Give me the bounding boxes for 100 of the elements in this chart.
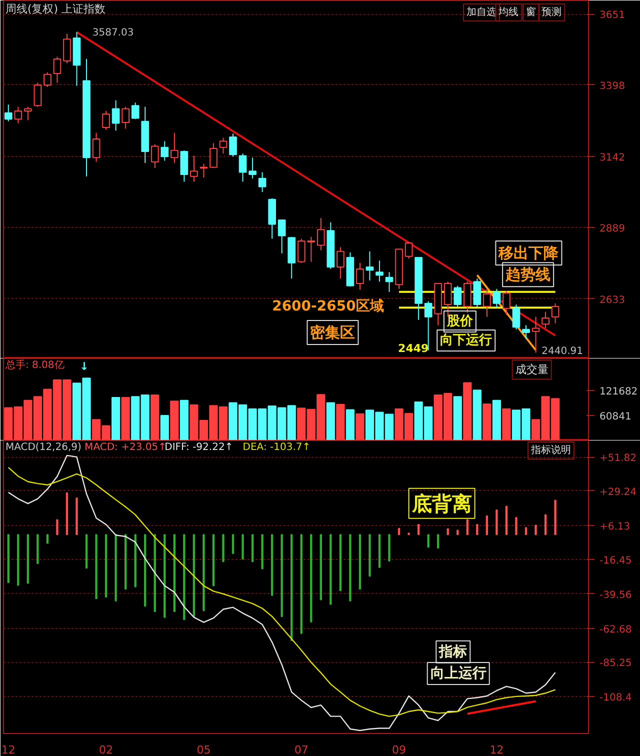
annotation: 向下运行 [440,332,492,348]
x-tick-label: 02 [99,744,114,756]
annotation: DEA: -103.7↑ [242,442,311,453]
annotation: 移出下降 [498,244,560,262]
candlestick [492,288,501,308]
annotation: 2600-2650区域 [272,298,384,314]
candlestick [210,142,218,169]
annotation: 2440.91 [542,346,583,358]
candlestick [131,102,140,120]
annotation: 股价 [446,314,474,329]
candlestick [532,316,540,354]
candlestick [180,150,188,182]
y-tick-label: -62.68 [600,624,632,636]
bar [112,396,120,440]
bar [356,413,364,440]
bar [326,402,335,440]
x-tick-label: 07 [294,744,308,756]
candlestick [238,152,247,182]
annotation: 指标 [438,644,468,660]
candlestick [219,137,228,154]
candlestick [200,163,208,178]
bar [492,400,502,440]
annotation: 密集区 [310,323,356,342]
candlestick [160,140,169,162]
candlestick [502,290,510,316]
annotation: MACD: +23.05↑ [84,442,166,453]
bar [336,404,345,440]
candlestick [463,281,472,314]
x-tick-label: 05 [196,744,211,756]
bar [150,394,160,440]
y-tick-label: -39.56 [600,590,632,601]
bar [482,404,492,440]
annotation: ↓ [80,360,89,374]
candlestick [248,157,256,179]
y-tick-label: +6.13 [600,522,630,533]
y-tick-label: 60841 [600,412,632,423]
candlestick [53,56,62,84]
candlestick [112,100,120,132]
annotation: 3587.03 [92,27,134,38]
candlestick [92,132,100,162]
candlestick [258,172,266,193]
y-tick-label: 121682 [600,386,638,398]
annotation: 指标说明 [530,444,571,456]
annotation: 预测 [542,6,562,18]
bar [180,400,188,440]
annotation: 趋势线 [504,266,551,284]
x-tick-label: 12 [490,744,504,756]
candlestick [336,246,344,280]
candlestick [63,33,71,64]
bar [453,396,462,440]
candlestick [542,311,550,329]
annotation: 总手: 8.08亿 [4,359,64,372]
candlestick [483,288,491,318]
bar [346,409,355,440]
bar [160,414,169,440]
candlestick [278,220,286,254]
candlestick [522,324,530,340]
candlestick [404,241,413,260]
candlestick [551,302,560,324]
annotation: DIFF: -92.22↑ [164,442,234,453]
bar [463,382,472,440]
y-tick-label: +29.24 [600,486,637,498]
y-tick-label: -85.25 [600,658,632,670]
candlestick [44,72,52,88]
candlestick [385,272,394,292]
y-tick-label: 2889 [600,223,625,234]
candlestick [376,260,384,282]
annotation: MACD(12,26,9) [5,442,82,453]
candlestick [34,82,42,108]
annotation: 底背离 [410,491,472,516]
candlestick [170,132,178,164]
candlestick [316,218,325,251]
x-tick-label: 12 [1,744,16,756]
candlestick [122,106,130,130]
bar [121,396,130,440]
candlestick [473,278,482,308]
candlestick [356,262,364,290]
candlestick [229,133,237,158]
candlestick [454,285,462,307]
candlestick [4,104,12,122]
x-tick-label: 09 [392,744,406,756]
y-tick-label: +51.82 [600,453,637,464]
bar [170,400,179,440]
annotation: 成交量 [515,363,548,376]
candlestick [102,110,110,130]
y-tick-label: -16.45 [600,555,632,566]
y-tick-label: -108.4 [600,692,632,704]
candlestick [24,106,32,121]
y-tick-label: 3651 [600,10,625,22]
y-tick-label: 3142 [600,152,625,164]
y-tick-label: 3398 [600,80,625,92]
bar [472,390,482,440]
y-tick-label: 2633 [600,294,625,306]
candlestick [366,250,374,281]
annotation: 2449 [398,342,429,355]
candlestick [512,304,520,330]
annotation: 向上运行 [430,665,486,682]
candlestick [14,106,22,124]
candlestick [150,144,159,169]
candlestick [190,155,198,182]
